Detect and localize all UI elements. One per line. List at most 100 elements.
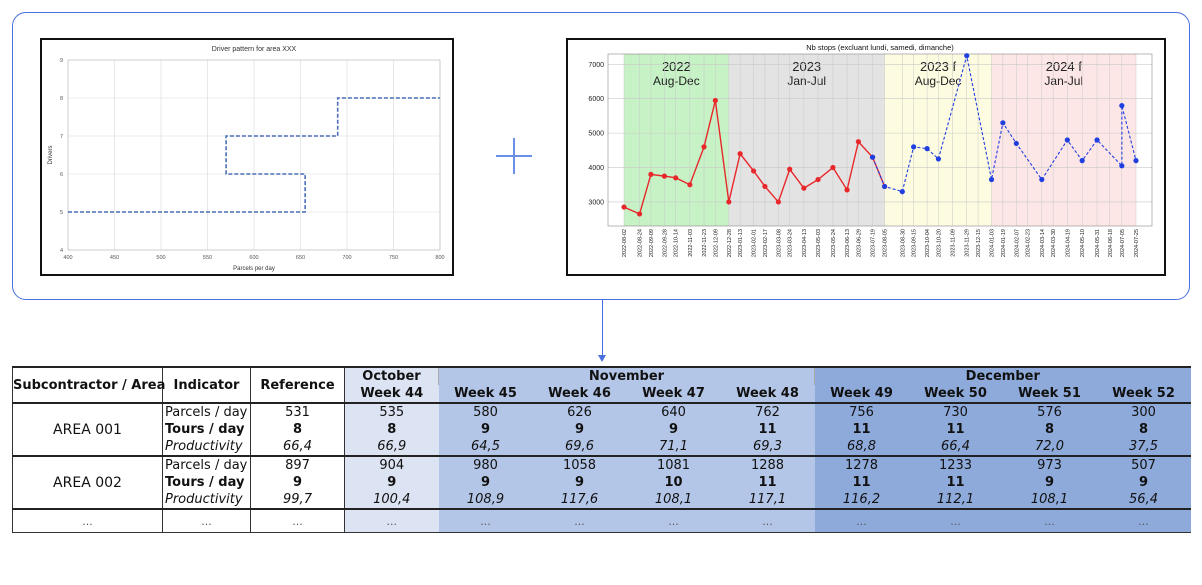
header-subcontractor: Subcontractor / Area — [12, 366, 165, 403]
value-cell: 11 — [814, 421, 909, 438]
value-cell: 71,1 — [626, 438, 721, 456]
header-indicator: Indicator — [162, 366, 251, 403]
value-cell: 640 — [626, 402, 721, 421]
value-cell: 535 — [344, 402, 439, 421]
ellipsis-cell: ... — [12, 508, 163, 533]
chart1-x-tick-label: 500 — [156, 255, 165, 261]
chart1-y-tick-label: 7 — [60, 134, 63, 140]
value-cell: 66,9 — [344, 438, 439, 456]
chart2-x-tick-label: 2023-05-03 — [816, 229, 822, 257]
table-row: Productivity 99,7 100,4 108,9 117,6 108,1 117,… — [13, 491, 1191, 509]
nb-stops-svg: Nb stops (excluant lundi, samedi, dimanc… — [588, 43, 1153, 257]
value-cell: 507 — [1096, 455, 1191, 474]
chart2-period-year: 2022 — [662, 59, 691, 74]
header-week: Week 47 — [626, 385, 721, 403]
chart1-x-tick-label: 450 — [110, 255, 119, 261]
chart2-blue-series-point — [1013, 140, 1019, 147]
value-cell: 1081 — [626, 455, 721, 474]
chart2-blue-series-point — [924, 146, 930, 152]
charts-frame — [12, 12, 1190, 300]
value-cell: 64,5 — [438, 438, 533, 456]
area-name: AREA 002 — [12, 455, 163, 509]
chart2-x-tick-label: 2024-05-31 — [1095, 229, 1101, 257]
chart2-red-series-point — [701, 144, 707, 150]
chart2-x-tick-label: 2024-03-14 — [1040, 229, 1046, 257]
header-week: Week 46 — [532, 385, 627, 403]
value-cell: 973 — [1002, 455, 1097, 474]
header-week: Week 49 — [814, 385, 909, 403]
chart2-x-tick-label: 2023-08-30 — [900, 229, 906, 257]
chart2-red-series-point — [712, 97, 718, 104]
chart2-x-tick-label: 2024-06-18 — [1108, 229, 1114, 257]
chart2-blue-series-point — [882, 183, 888, 190]
chart2-red-series-point — [673, 175, 679, 181]
value-cell: 626 — [532, 402, 627, 421]
chart2-red-series-point — [844, 187, 850, 193]
chart1-y-tick-label: 6 — [60, 172, 63, 178]
chart2-red-series-point — [750, 168, 757, 174]
table-row: Productivity 66,4 66,9 64,5 69,6 71,1 69,3 68,8… — [13, 438, 1191, 456]
chart2-x-tick-label: 2022-10-14 — [674, 229, 680, 257]
value-cell: 300 — [1096, 402, 1191, 421]
chart2-x-tick-label: 2023-06-13 — [845, 229, 851, 257]
header-reference: Reference — [250, 366, 345, 403]
chart2-red-series-point — [687, 182, 693, 188]
chart1-x-tick-label: 750 — [389, 255, 398, 261]
chart2-period-band — [624, 54, 729, 226]
chart1-driver-step-line — [68, 97, 440, 213]
reference-cell: 66,4 — [250, 438, 345, 456]
header-week: Week 52 — [1096, 385, 1191, 403]
chart2-blue-series-point — [1094, 137, 1100, 143]
ellipsis-cell: ... — [814, 508, 909, 533]
value-cell: 8 — [344, 421, 439, 438]
chart2-x-tick-label: 2023-08-05 — [883, 229, 889, 257]
chart2-y-tick-label: 7000 — [588, 62, 604, 69]
value-cell: 117,6 — [532, 491, 627, 509]
chart2-y-tick-label: 5000 — [588, 131, 604, 138]
ellipsis-cell: ... — [344, 508, 439, 533]
productivity-table: Subcontractor / Area Indicator Reference… — [12, 366, 1191, 533]
chart2-period-range: Jan-Jul — [1044, 74, 1083, 88]
chart1-y-tick-label: 4 — [60, 248, 63, 254]
value-cell: 68,8 — [814, 438, 909, 456]
chart2-x-tick-label: 2022-08-24 — [638, 229, 644, 257]
value-cell: 108,1 — [1002, 491, 1097, 509]
table-row: Tours / day 8 8 9 9 9 11 11 11 8 8 — [13, 421, 1191, 438]
value-cell: 11 — [720, 421, 815, 438]
indicator-cell: Parcels / day — [162, 402, 251, 421]
value-cell: 108,9 — [438, 491, 533, 509]
chart2-period-range: Aug-Dec — [653, 74, 700, 88]
chart2-red-series-point — [636, 211, 643, 217]
header-week: Week 44 — [344, 385, 439, 403]
chart2-plot-area — [607, 53, 1153, 227]
chart2-red-series-point — [621, 204, 627, 210]
value-cell: 756 — [814, 402, 909, 421]
indicator-cell: Parcels / day — [162, 455, 251, 474]
arrow-down-icon — [598, 355, 606, 362]
value-cell: 9 — [1002, 474, 1097, 491]
value-cell: 1278 — [814, 455, 909, 474]
ellipsis-cell: ... — [626, 508, 721, 533]
value-cell: 72,0 — [1002, 438, 1097, 456]
chart2-red-series-point — [762, 183, 768, 190]
header-month: November — [438, 366, 815, 385]
chart1-x-axis-label: Parcels per day — [233, 266, 275, 272]
chart2-red-series-point — [726, 199, 732, 205]
chart2-x-tick-label: 2022-08-02 — [622, 229, 628, 257]
reference-cell: 9 — [250, 474, 345, 491]
header-month: December — [813, 366, 1191, 385]
chart2-x-tick-label: 2023-01-13 — [738, 229, 744, 257]
nb-stops-chart: Nb stops (excluant lundi, samedi, dimanc… — [566, 38, 1166, 276]
value-cell: 9 — [438, 421, 533, 438]
reference-cell: 99,7 — [250, 491, 345, 509]
value-cell: 9 — [532, 474, 627, 491]
table-row: Tours / day 9 9 9 9 10 11 11 11 9 9 — [13, 474, 1191, 491]
chart2-period-band — [991, 54, 1136, 226]
value-cell: 10 — [626, 474, 721, 491]
chart2-blue-series-point — [1119, 103, 1125, 109]
value-cell: 116,2 — [814, 491, 909, 509]
reference-cell: 897 — [250, 455, 345, 474]
value-cell: 576 — [1002, 402, 1097, 421]
chart1-plot-area — [67, 59, 441, 251]
ellipsis-cell: ... — [1096, 508, 1191, 533]
